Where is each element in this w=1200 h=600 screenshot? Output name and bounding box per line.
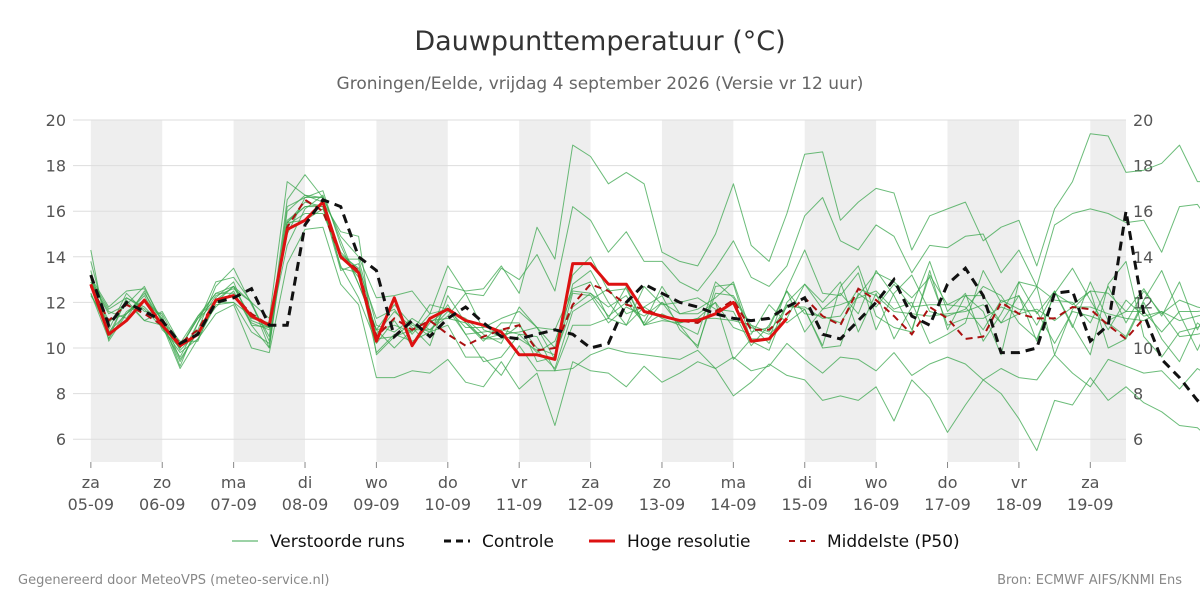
x-tick-date: 09-09 (353, 495, 400, 514)
x-tick-date: 12-09 (567, 495, 614, 514)
legend: Verstoorde runs Controle Hoge resolutie Mid… (232, 532, 960, 552)
ensemble-member-line (90, 133, 1200, 367)
x-tick-date: 15-09 (781, 495, 828, 514)
y-tick-label: 20 (46, 111, 66, 130)
y-tick-label: 16 (46, 202, 66, 221)
y-tick-label: 16 (1133, 202, 1153, 221)
y-tick-label: 12 (46, 293, 66, 312)
x-tick-date: 07-09 (210, 495, 257, 514)
x-tick-date: 19-09 (1067, 495, 1114, 514)
gridlines (73, 119, 1126, 440)
shaded-day (233, 120, 306, 462)
x-tick-day: wo (365, 473, 388, 492)
y-tick-label: 8 (56, 385, 66, 404)
legend-label: Controle (482, 532, 554, 552)
x-tick-date: 14-09 (710, 495, 757, 514)
shaded-day (947, 120, 1019, 462)
shaded-day (1090, 120, 1126, 462)
ensemble-member-line (90, 174, 1200, 363)
x-tick-day: do (438, 473, 458, 492)
x-tick-day: ma (721, 473, 746, 492)
x-tick-day: za (581, 473, 599, 492)
chart-subtitle: Groningen/Eelde, vrijdag 4 september 202… (337, 74, 864, 94)
x-tick-date: 13-09 (639, 495, 686, 514)
y-tick-label: 14 (46, 248, 66, 267)
x-tick-day: za (1081, 473, 1099, 492)
y-tick-label: 18 (1133, 157, 1153, 176)
x-tick-day: zo (153, 473, 171, 492)
x-tick-day: di (797, 473, 812, 492)
x-tick-date: 06-09 (139, 495, 186, 514)
x-tick-date: 18-09 (996, 495, 1043, 514)
x-tick-date: 08-09 (282, 495, 329, 514)
legend-label: Middelste (P50) (827, 532, 960, 552)
footer-left: Gegenereerd door MeteoVPS (meteo-service… (18, 573, 329, 588)
x-tick-day: zo (653, 473, 671, 492)
y-tick-label: 14 (1133, 248, 1153, 267)
y-tick-label: 10 (46, 339, 66, 358)
ensemble-member-line (90, 226, 1200, 452)
y-tick-label: 18 (46, 157, 66, 176)
x-tick-day: do (938, 473, 958, 492)
y-tick-label: 8 (1133, 385, 1143, 404)
x-tick-day: wo (865, 473, 888, 492)
y-tick-label: 20 (1133, 111, 1153, 130)
x-tick-date: 10-09 (425, 495, 472, 514)
x-tick-date: 05-09 (68, 495, 115, 514)
x-tick-day: vr (1011, 473, 1027, 492)
main-series (89, 197, 1200, 403)
legend-label: Hoge resolutie (627, 532, 751, 552)
x-tick-date: 17-09 (924, 495, 971, 514)
x-tick-day: di (298, 473, 313, 492)
footer-right: Bron: ECMWF AIFS/KNMI Ens (997, 573, 1182, 588)
x-tick-date: 11-09 (496, 495, 543, 514)
series-p50-line (89, 198, 1145, 352)
series-high-res-line (89, 200, 789, 361)
ensemble-members (90, 133, 1200, 452)
x-tick-day: za (82, 473, 100, 492)
y-tick-label: 6 (1133, 430, 1143, 449)
x-axis: za 05-09 zo 06-09 ma 07-09 di 08-09 wo 09-09 do 10-… (68, 462, 1114, 514)
series-control-line (89, 197, 1200, 403)
legend-label: Verstoorde runs (270, 532, 405, 552)
x-tick-day: vr (511, 473, 527, 492)
y-tick-label: 10 (1133, 339, 1153, 358)
x-tick-day: ma (221, 473, 246, 492)
chart-title: Dauwpunttemperatuur (°C) (414, 26, 785, 57)
x-tick-date: 16-09 (853, 495, 900, 514)
y-tick-label: 6 (56, 430, 66, 449)
y-axis-left: 6 8 10 12 14 16 18 20 (46, 111, 66, 449)
